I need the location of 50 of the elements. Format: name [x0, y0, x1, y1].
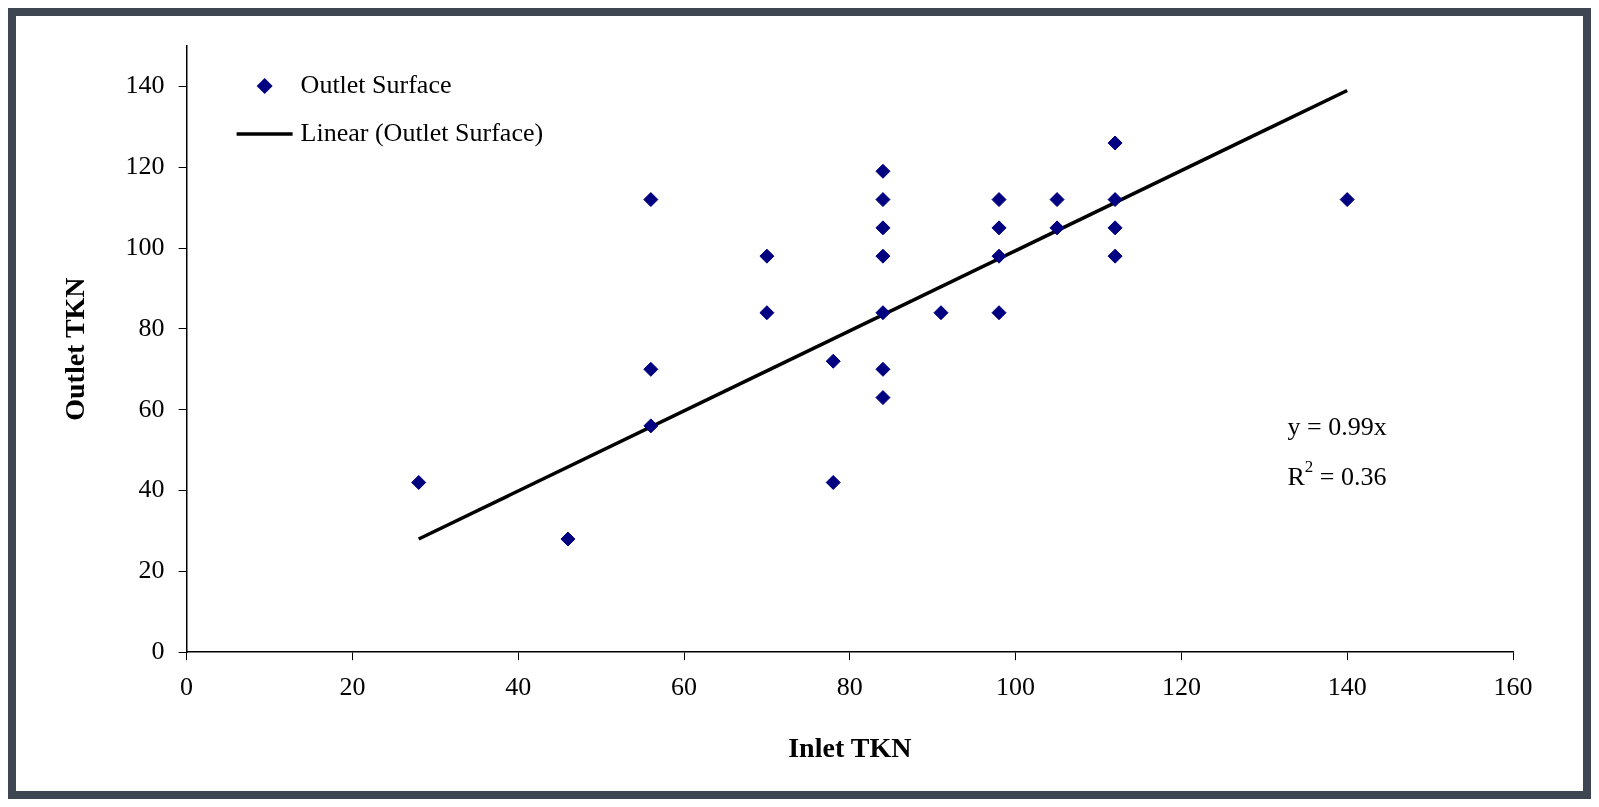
annotation: y = 0.99x	[1287, 411, 1387, 441]
point	[1339, 192, 1355, 208]
y-tick-label: 80	[138, 312, 165, 342]
point	[875, 163, 891, 179]
point	[991, 192, 1007, 208]
y-tick-label: 0	[151, 636, 165, 666]
point	[1049, 192, 1065, 208]
point	[875, 192, 891, 208]
point	[991, 305, 1007, 321]
point	[411, 474, 427, 490]
point	[1107, 192, 1123, 208]
x-tick-label: 40	[505, 671, 532, 701]
point	[643, 361, 659, 377]
point	[991, 248, 1007, 264]
point	[643, 418, 659, 434]
x-tick-label: 140	[1327, 671, 1367, 701]
point	[825, 353, 841, 369]
point	[759, 248, 775, 264]
legend-label: Linear (Outlet Surface)	[300, 117, 544, 147]
x-tick-label: 100	[996, 671, 1036, 701]
x-tick-label: 160	[1493, 671, 1533, 701]
y-tick-label: 120	[125, 151, 165, 181]
point	[875, 390, 891, 406]
point	[1107, 135, 1123, 151]
point	[875, 305, 891, 321]
y-tick-label: 20	[138, 555, 165, 585]
point	[825, 474, 841, 490]
point	[875, 220, 891, 236]
x-tick-label: 0	[180, 671, 194, 701]
legend-label: Outlet Surface	[300, 69, 452, 99]
x-tick-label: 60	[671, 671, 697, 701]
point	[1107, 220, 1123, 236]
point	[991, 220, 1007, 236]
y-axis-title: Outlet TKN	[59, 277, 91, 421]
x-tick-label: 120	[1161, 671, 1201, 701]
point	[875, 248, 891, 264]
y-tick-label: 60	[138, 393, 165, 423]
y-tick-label: 140	[125, 70, 165, 100]
point	[1049, 220, 1065, 236]
point	[560, 531, 576, 547]
point	[643, 192, 659, 208]
point	[875, 361, 891, 377]
point	[933, 305, 949, 321]
y-tick-label: 100	[125, 231, 165, 261]
x-axis-title: Inlet TKN	[788, 732, 912, 764]
x-tick-label: 20	[339, 671, 366, 701]
point	[1107, 248, 1123, 264]
point	[759, 305, 775, 321]
x-tick-label: 80	[836, 671, 863, 701]
y-tick-label: 40	[138, 474, 165, 504]
